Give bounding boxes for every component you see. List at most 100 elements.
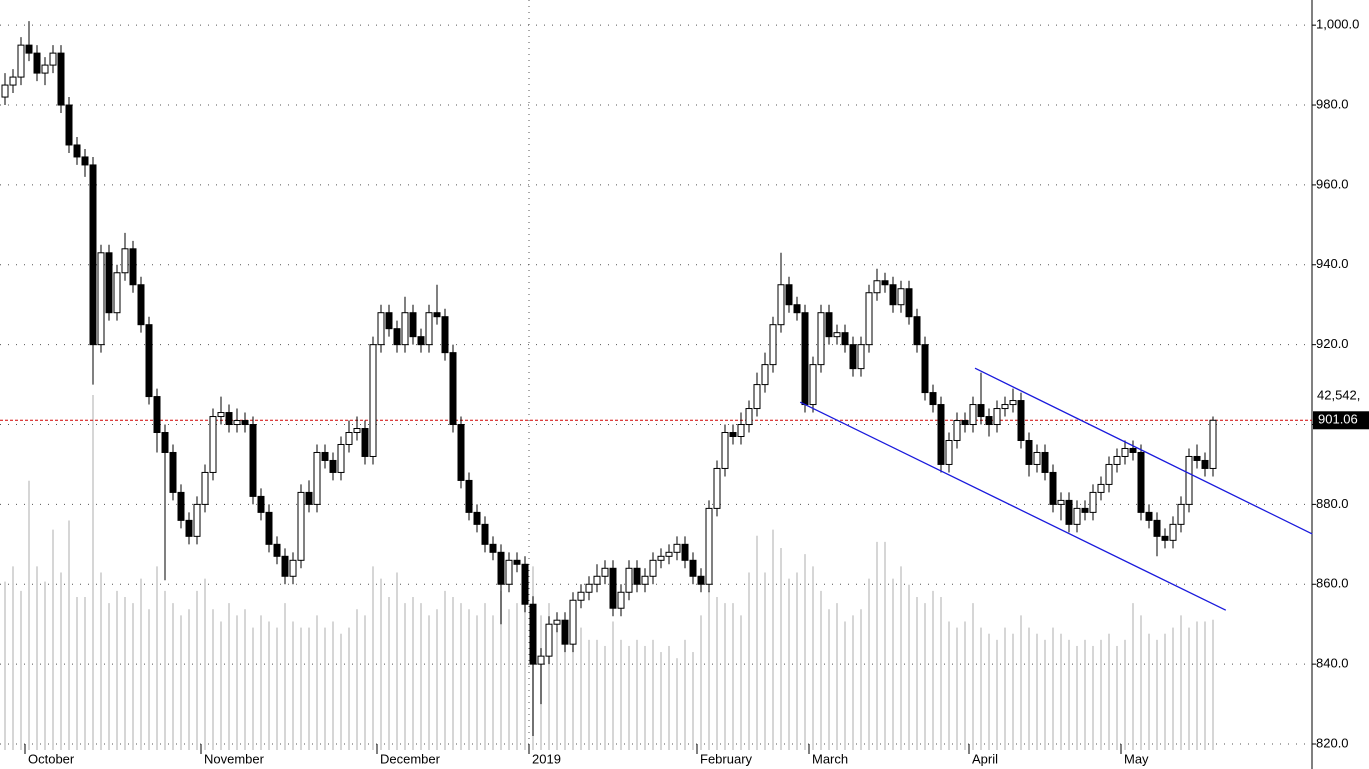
candle-body bbox=[929, 392, 937, 406]
x-tick-label: May bbox=[1124, 751, 1149, 766]
candle-body bbox=[1065, 499, 1073, 525]
y-tick-label: 820.0 bbox=[1316, 735, 1349, 750]
candle-body bbox=[1121, 447, 1129, 457]
candle-body bbox=[25, 44, 33, 54]
candle-body bbox=[33, 52, 41, 74]
x-tick-label: March bbox=[812, 751, 848, 766]
candle-body bbox=[601, 567, 609, 577]
candle-body bbox=[513, 559, 521, 565]
candle-body bbox=[393, 328, 401, 346]
candle-body bbox=[1017, 400, 1025, 441]
candle-body bbox=[993, 408, 1001, 426]
candle-body bbox=[145, 324, 153, 398]
candle-body bbox=[481, 523, 489, 545]
candle-body bbox=[329, 459, 337, 473]
candle-body bbox=[545, 623, 553, 657]
candle-body bbox=[625, 567, 633, 593]
candle-body bbox=[881, 280, 889, 286]
candle-body bbox=[185, 519, 193, 537]
candle-body bbox=[897, 288, 905, 306]
candle-body bbox=[1025, 439, 1033, 465]
candle-body bbox=[337, 443, 345, 473]
candle-body bbox=[241, 420, 249, 426]
candle-body bbox=[737, 424, 745, 438]
candle-body bbox=[1177, 503, 1185, 525]
candle-body bbox=[345, 432, 353, 445]
candle-body bbox=[321, 451, 329, 461]
candle-body bbox=[889, 284, 897, 306]
candle-body bbox=[201, 471, 209, 505]
candle-body bbox=[81, 156, 89, 166]
candle-body bbox=[729, 432, 737, 438]
candle-body bbox=[105, 252, 113, 314]
candle-body bbox=[1009, 400, 1017, 406]
volume-label: 42,542, bbox=[1317, 388, 1360, 403]
x-tick-label: 2019 bbox=[532, 751, 561, 766]
candle-body bbox=[657, 555, 665, 561]
candle-body bbox=[761, 364, 769, 386]
y-tick-label: 940.0 bbox=[1316, 256, 1349, 271]
candle-body bbox=[873, 280, 881, 294]
x-tick-label: February bbox=[700, 751, 753, 766]
candle-body bbox=[89, 164, 97, 346]
candle-body bbox=[1049, 471, 1057, 505]
candle-body bbox=[785, 284, 793, 306]
candle-body bbox=[473, 511, 481, 525]
candle-body bbox=[1041, 451, 1049, 473]
x-tick-label: December bbox=[380, 751, 441, 766]
candle-body bbox=[681, 543, 689, 561]
candle-body bbox=[569, 599, 577, 645]
candle-body bbox=[849, 344, 857, 370]
candle-body bbox=[913, 316, 921, 346]
candle-body bbox=[49, 52, 57, 66]
candle-body bbox=[561, 619, 569, 645]
candle-body bbox=[65, 104, 73, 146]
candle-body bbox=[1105, 463, 1113, 485]
candle-body bbox=[209, 416, 217, 473]
candle-body bbox=[753, 384, 761, 410]
candle-body bbox=[833, 332, 841, 338]
candle-body bbox=[1057, 499, 1065, 505]
candle-body bbox=[385, 312, 393, 330]
candle-body bbox=[521, 563, 529, 605]
last-price-label: 901.06 bbox=[1318, 412, 1358, 427]
y-tick-label: 860.0 bbox=[1316, 576, 1349, 591]
candle-body bbox=[457, 424, 465, 481]
candle-body bbox=[617, 591, 625, 609]
candle-body bbox=[97, 252, 105, 346]
candle-body bbox=[577, 591, 585, 601]
candle-body bbox=[689, 559, 697, 577]
candle-body bbox=[1137, 451, 1145, 513]
candle-body bbox=[449, 352, 457, 426]
candle-body bbox=[593, 575, 601, 585]
candle-body bbox=[409, 312, 417, 338]
candle-body bbox=[249, 424, 257, 497]
candle-body bbox=[217, 412, 225, 418]
candle-body bbox=[921, 344, 929, 394]
candle-body bbox=[817, 312, 825, 366]
candle-body bbox=[1073, 507, 1081, 525]
candle-body bbox=[377, 312, 385, 346]
y-tick-label: 920.0 bbox=[1316, 336, 1349, 351]
candle-body bbox=[57, 52, 65, 106]
x-tick-label: November bbox=[204, 751, 265, 766]
candle-body bbox=[289, 559, 297, 577]
candle-body bbox=[553, 619, 561, 625]
y-tick-label: 880.0 bbox=[1316, 496, 1349, 511]
candle-body bbox=[801, 312, 809, 406]
candle-body bbox=[153, 396, 161, 434]
candle-body bbox=[281, 555, 289, 577]
candle-body bbox=[313, 451, 321, 505]
candle-body bbox=[1169, 523, 1177, 541]
candle-body bbox=[1033, 451, 1041, 465]
candle-body bbox=[1161, 535, 1169, 541]
candle-body bbox=[1081, 507, 1089, 513]
candle-body bbox=[369, 344, 377, 457]
candle-body bbox=[1, 84, 9, 98]
candle-body bbox=[841, 332, 849, 346]
candle-body bbox=[793, 304, 801, 314]
y-tick-label: 980.0 bbox=[1316, 96, 1349, 111]
candle-body bbox=[529, 603, 537, 665]
candle-body bbox=[441, 316, 449, 354]
